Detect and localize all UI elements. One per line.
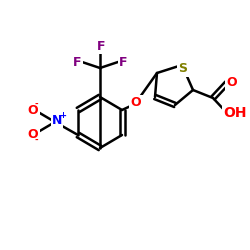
Text: -: -	[34, 136, 38, 144]
Text: F: F	[97, 40, 105, 52]
Text: O: O	[131, 96, 141, 110]
Text: -: -	[34, 100, 38, 108]
Text: F: F	[119, 56, 127, 68]
Text: F: F	[73, 56, 81, 68]
Text: O: O	[227, 76, 237, 90]
Text: +: +	[60, 112, 66, 120]
Text: N: N	[52, 114, 62, 128]
Text: S: S	[178, 62, 188, 76]
Text: O: O	[28, 104, 38, 117]
Text: OH: OH	[223, 106, 247, 120]
Text: O: O	[28, 128, 38, 140]
